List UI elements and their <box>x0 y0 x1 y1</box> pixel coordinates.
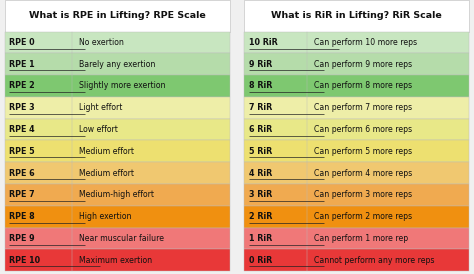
Bar <box>244 97 469 119</box>
Text: 7 RiR: 7 RiR <box>248 103 272 112</box>
Text: 0 RiR: 0 RiR <box>248 256 272 265</box>
Text: RPE 3: RPE 3 <box>9 103 35 112</box>
Text: 10 RiR: 10 RiR <box>248 38 277 47</box>
Bar <box>244 184 469 206</box>
Text: What is RPE in Lifting? RPE Scale: What is RPE in Lifting? RPE Scale <box>29 11 206 20</box>
Text: No exertion: No exertion <box>79 38 123 47</box>
Text: Light effort: Light effort <box>79 103 122 112</box>
Text: RPE 7: RPE 7 <box>9 190 35 199</box>
Bar <box>5 141 230 162</box>
Text: 5 RiR: 5 RiR <box>248 147 272 156</box>
Text: 6 RiR: 6 RiR <box>248 125 272 134</box>
Text: Medium-high effort: Medium-high effort <box>79 190 154 199</box>
Bar <box>244 32 469 53</box>
Text: High exertion: High exertion <box>79 212 131 221</box>
Text: RPE 9: RPE 9 <box>9 234 35 243</box>
Bar <box>244 162 469 184</box>
Bar <box>5 53 230 75</box>
Text: Can perform 4 more reps: Can perform 4 more reps <box>314 169 412 178</box>
Text: 2 RiR: 2 RiR <box>248 212 272 221</box>
Text: Can perform 1 more rep: Can perform 1 more rep <box>314 234 408 243</box>
Text: RPE 0: RPE 0 <box>9 38 35 47</box>
Text: Can perform 6 more reps: Can perform 6 more reps <box>314 125 412 134</box>
Bar <box>5 75 230 97</box>
Text: Can perform 2 more reps: Can perform 2 more reps <box>314 212 412 221</box>
Bar <box>244 119 469 141</box>
Bar <box>5 162 230 184</box>
Bar <box>5 97 230 119</box>
Bar <box>244 227 469 249</box>
Text: What is RiR in Lifting? RiR Scale: What is RiR in Lifting? RiR Scale <box>271 11 442 20</box>
Text: Cannot perform any more reps: Cannot perform any more reps <box>314 256 434 265</box>
Text: Can perform 10 more reps: Can perform 10 more reps <box>314 38 417 47</box>
Text: 9 RiR: 9 RiR <box>248 60 272 69</box>
Bar <box>244 75 469 97</box>
Bar <box>244 249 469 271</box>
Text: Can perform 9 more reps: Can perform 9 more reps <box>314 60 412 69</box>
Text: Can perform 3 more reps: Can perform 3 more reps <box>314 190 412 199</box>
Bar <box>5 119 230 141</box>
Text: Can perform 5 more reps: Can perform 5 more reps <box>314 147 412 156</box>
Text: RPE 6: RPE 6 <box>9 169 35 178</box>
Bar <box>5 227 230 249</box>
Text: RPE 1: RPE 1 <box>9 60 35 69</box>
Text: Barely any exertion: Barely any exertion <box>79 60 155 69</box>
Text: Slightly more exertion: Slightly more exertion <box>79 81 165 90</box>
Text: Maximum exertion: Maximum exertion <box>79 256 152 265</box>
Bar <box>5 184 230 206</box>
Bar <box>5 0 230 32</box>
Bar <box>5 249 230 271</box>
Text: Can perform 7 more reps: Can perform 7 more reps <box>314 103 412 112</box>
Text: 1 RiR: 1 RiR <box>248 234 272 243</box>
Bar <box>244 53 469 75</box>
Text: Medium effort: Medium effort <box>79 147 134 156</box>
Bar <box>244 0 469 32</box>
Text: RPE 2: RPE 2 <box>9 81 35 90</box>
Bar <box>244 206 469 227</box>
Text: RPE 10: RPE 10 <box>9 256 41 265</box>
Text: 8 RiR: 8 RiR <box>248 81 272 90</box>
Text: RPE 4: RPE 4 <box>9 125 35 134</box>
Text: Medium effort: Medium effort <box>79 169 134 178</box>
Text: RPE 5: RPE 5 <box>9 147 35 156</box>
Text: Near muscular failure: Near muscular failure <box>79 234 164 243</box>
Text: Can perform 8 more reps: Can perform 8 more reps <box>314 81 412 90</box>
Bar <box>5 32 230 53</box>
Text: Low effort: Low effort <box>79 125 118 134</box>
Text: 4 RiR: 4 RiR <box>248 169 272 178</box>
Bar <box>244 141 469 162</box>
Bar <box>5 206 230 227</box>
Text: RPE 8: RPE 8 <box>9 212 35 221</box>
Text: 3 RiR: 3 RiR <box>248 190 272 199</box>
